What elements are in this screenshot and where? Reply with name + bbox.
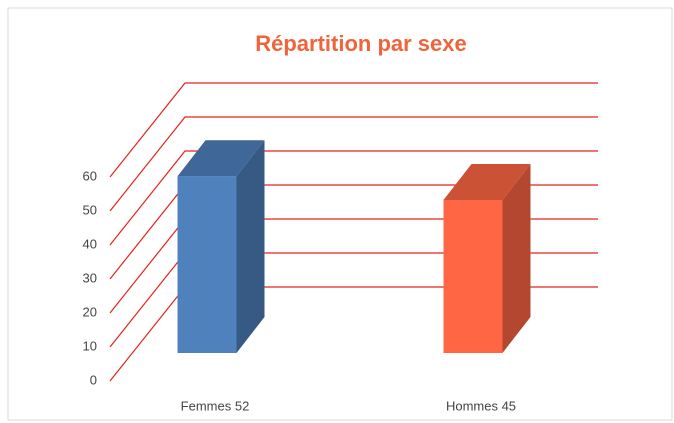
x-tick-label: Hommes 45 (446, 398, 516, 413)
y-tick-label: 30 (83, 270, 97, 285)
x-tick-label: Femmes 52 (181, 398, 250, 413)
y-tick-label: 40 (83, 236, 97, 251)
bar-side (502, 164, 531, 353)
y-tick-label: 50 (83, 202, 97, 217)
y-tick-label: 60 (83, 168, 97, 183)
y-tick-label: 0 (90, 372, 97, 387)
bar-front (443, 200, 503, 353)
chart-title: Répartition par sexe (255, 31, 467, 56)
bar-top (177, 140, 265, 177)
bar-top (443, 164, 531, 200)
grid-line (109, 150, 598, 246)
y-tick-label: 20 (83, 304, 97, 319)
bar-side (236, 140, 265, 353)
y-tick-label: 10 (83, 338, 97, 353)
bar-front (177, 176, 237, 353)
chart-frame (7, 7, 673, 421)
grid-line (109, 116, 598, 212)
grid-line (109, 82, 598, 178)
